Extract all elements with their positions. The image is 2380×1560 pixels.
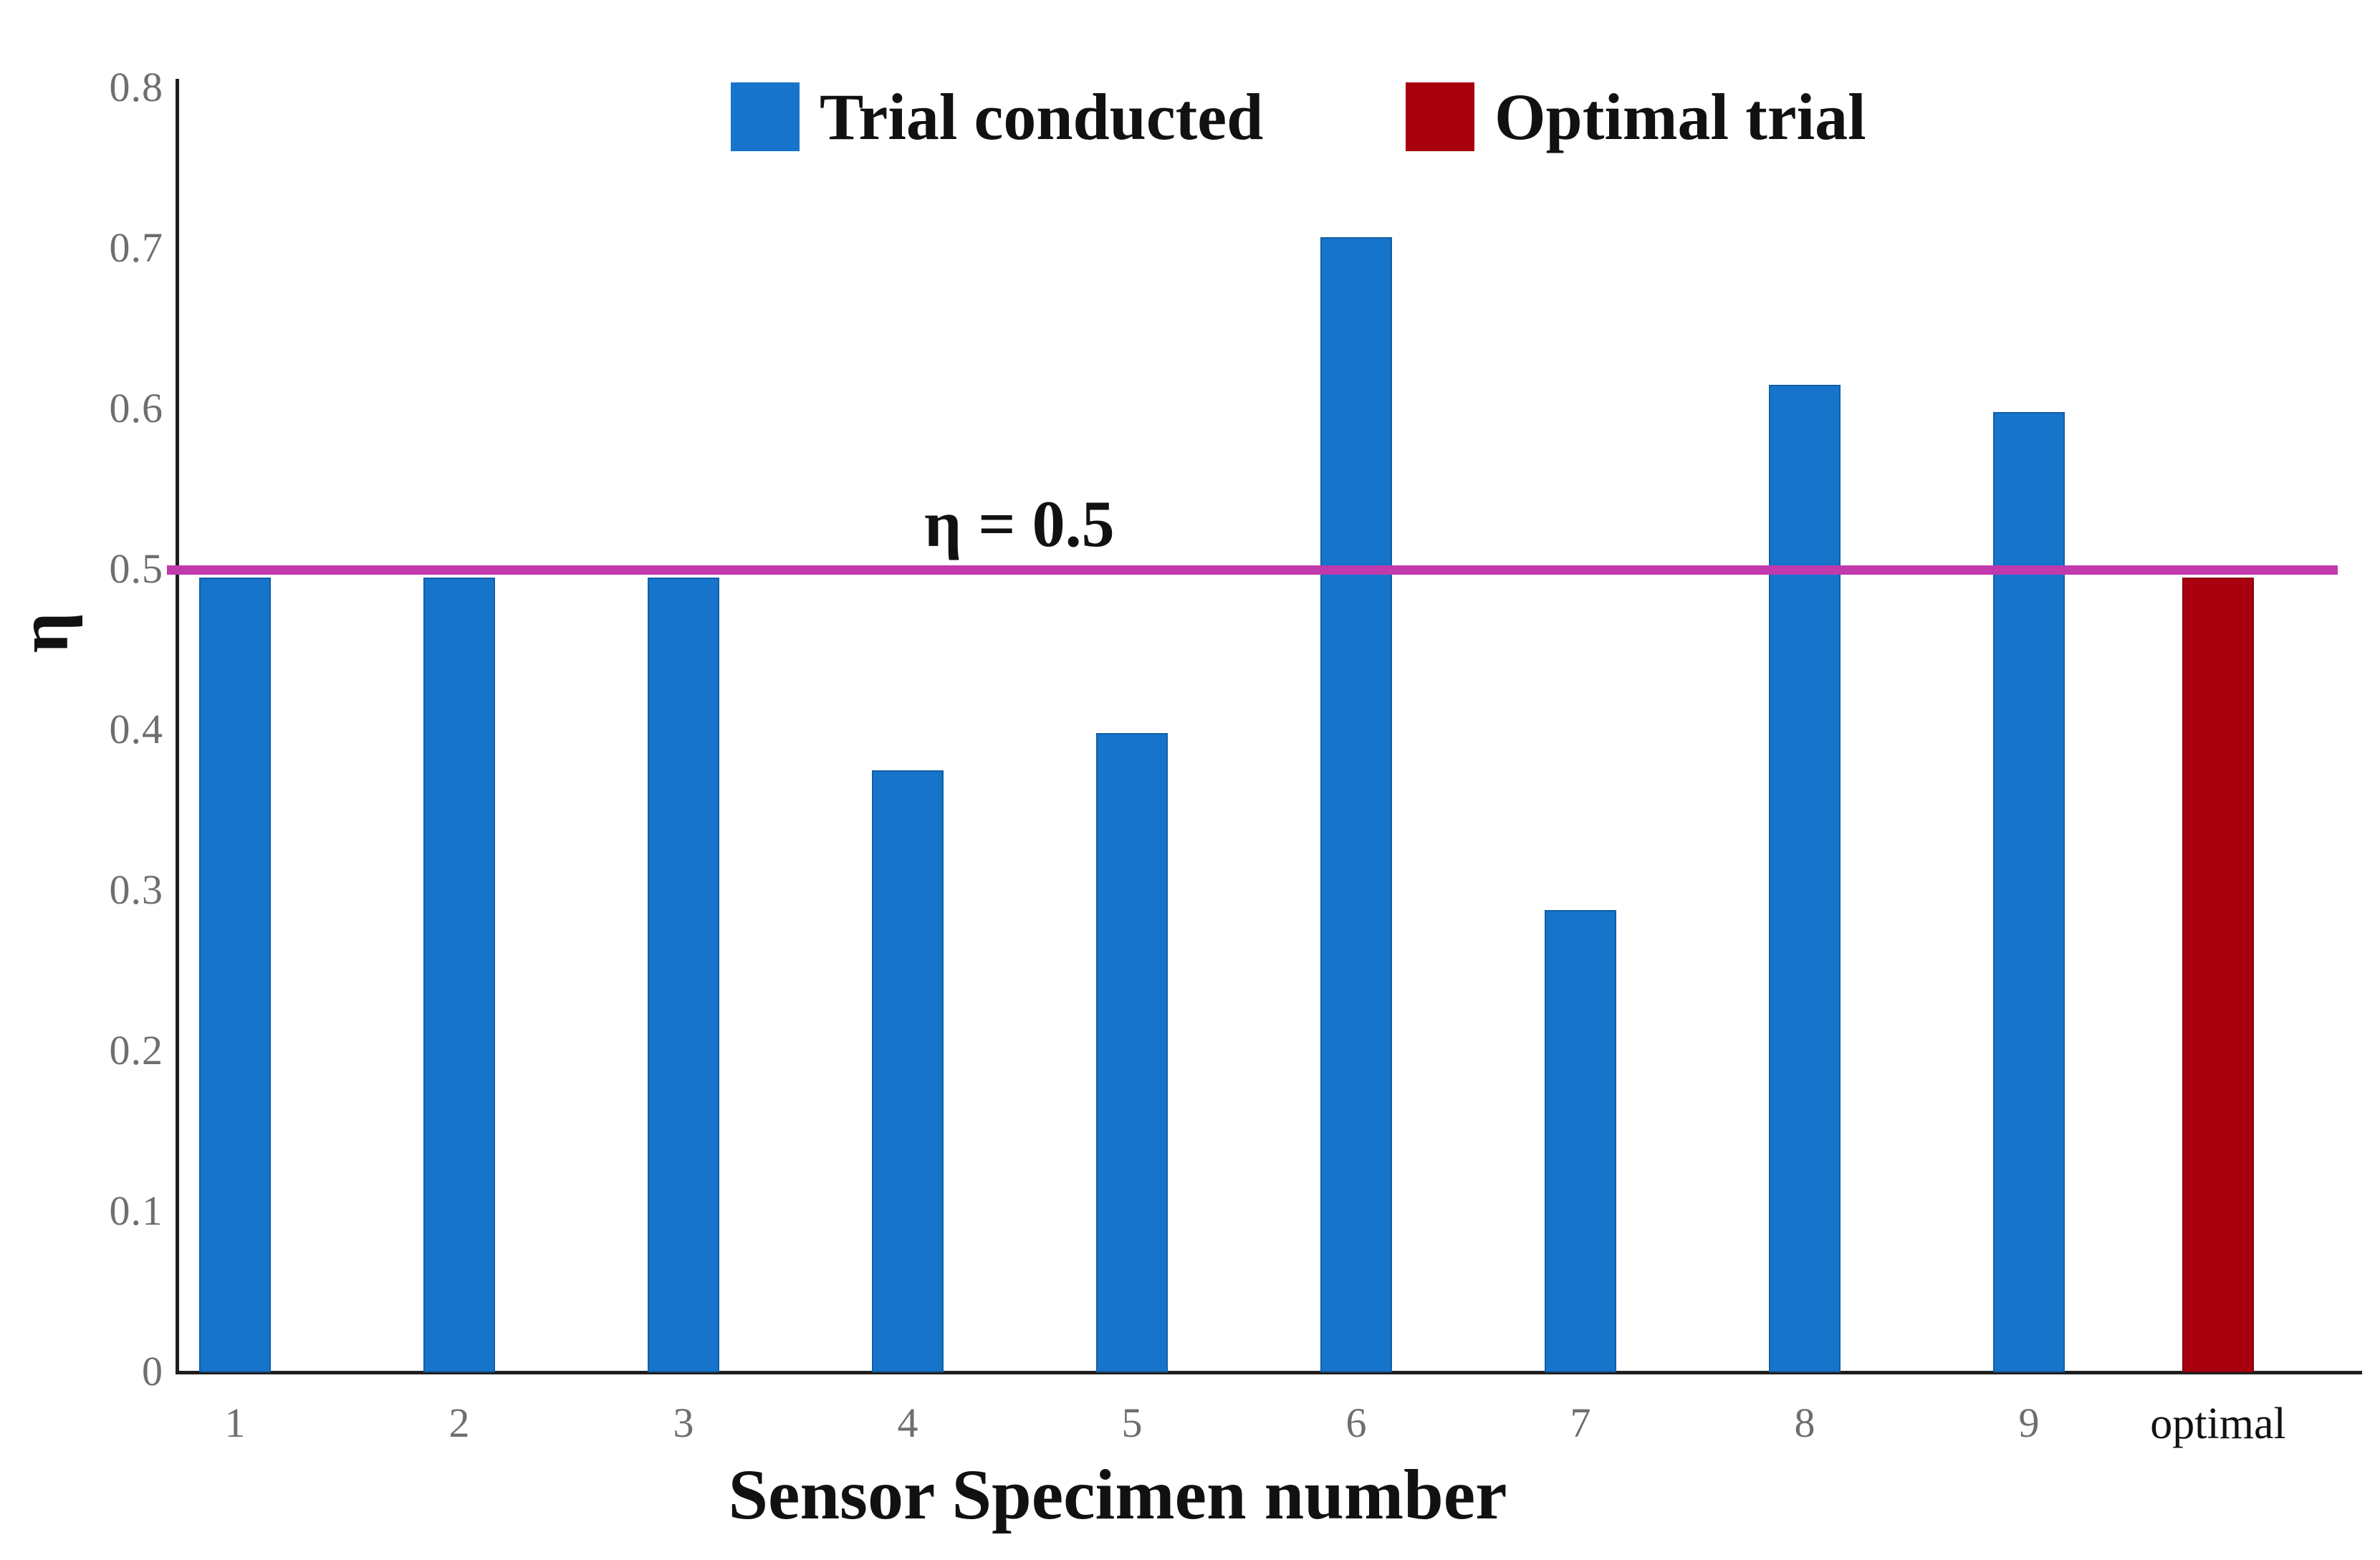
y-axis-title: η [4, 612, 83, 654]
bar-8 [1769, 385, 1841, 1372]
legend: Trial conducted Optimal trial [0, 79, 2380, 158]
x-tick-7: 7 [1570, 1399, 1591, 1446]
x-tick-6: 6 [1345, 1399, 1367, 1446]
y-tick-0.7: 0.7 [109, 224, 163, 272]
x-tick-1: 1 [224, 1399, 246, 1446]
bar-4 [872, 770, 944, 1372]
x-tick-5: 5 [1121, 1399, 1143, 1446]
legend-label-optimal: Optimal trial [1494, 80, 1866, 153]
x-tick-2: 2 [448, 1399, 470, 1446]
x-tick-3: 3 [673, 1399, 694, 1446]
y-tick-0.3: 0.3 [109, 866, 163, 914]
y-tick-0.1: 0.1 [109, 1187, 163, 1235]
bar-3 [648, 578, 719, 1372]
bar-9 [1993, 412, 2065, 1372]
x-tick-4: 4 [897, 1399, 918, 1446]
reference-line-annotation: η = 0.5 [924, 487, 1115, 560]
bar-1 [199, 578, 271, 1372]
bar-2 [423, 578, 495, 1372]
y-axis-line [176, 79, 179, 1374]
reference-line-eta-0.5 [167, 565, 2338, 575]
x-axis-line [176, 1371, 2362, 1374]
legend-item-optimal: Optimal trial [1406, 79, 1866, 155]
bar-7 [1545, 910, 1616, 1372]
legend-swatch-optimal [1406, 82, 1474, 151]
x-tick-8: 8 [1794, 1399, 1815, 1446]
y-tick-0: 0 [142, 1348, 163, 1395]
x-axis-title: Sensor Specimen number [728, 1455, 1507, 1534]
x-tick-9: 9 [2018, 1399, 2040, 1446]
y-tick-0.5: 0.5 [109, 545, 163, 593]
bar-5 [1096, 733, 1168, 1372]
x-tick-optimal: optimal [2150, 1399, 2286, 1448]
bar-optimal [2182, 578, 2254, 1372]
y-tick-0.4: 0.4 [109, 706, 163, 753]
bar-6 [1320, 237, 1392, 1372]
legend-swatch-trial [731, 82, 800, 151]
legend-label-trial: Trial conducted [820, 80, 1264, 153]
y-tick-0.8: 0.8 [109, 64, 163, 111]
legend-item-trial: Trial conducted [731, 79, 1263, 155]
y-tick-0.2: 0.2 [109, 1027, 163, 1074]
y-tick-0.6: 0.6 [109, 385, 163, 432]
